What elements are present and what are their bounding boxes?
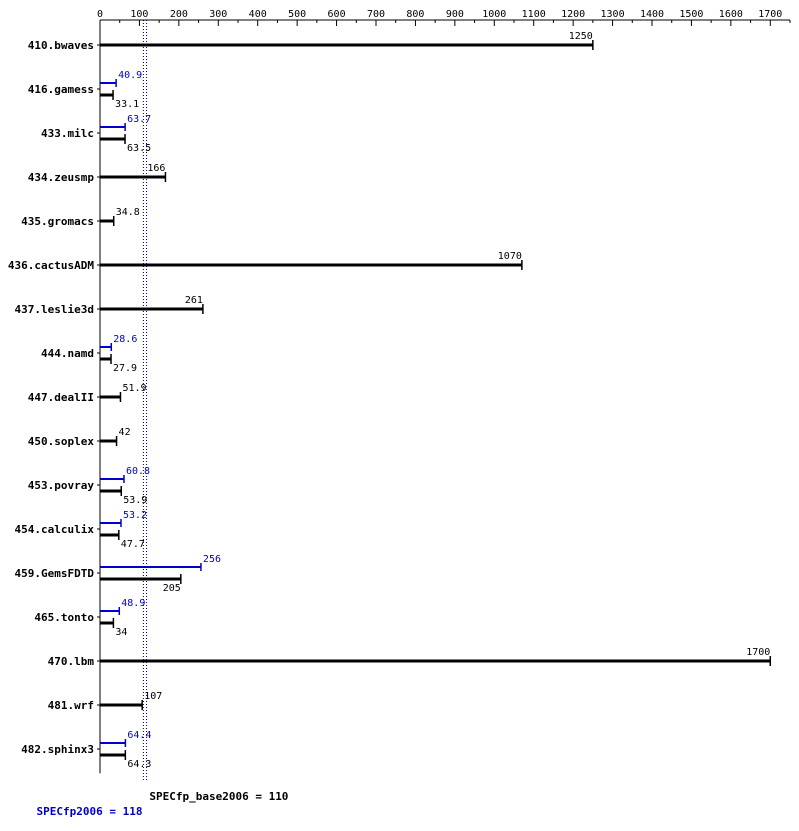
bench-label: 447.dealII [28,391,94,404]
base-value-label: 34 [115,627,127,638]
base-value-label: 1250 [569,31,593,42]
x-tick-label: 1500 [679,9,703,20]
base-value-label: 53.9 [123,495,147,506]
base-value-label: 261 [185,295,203,306]
bench-label: 436.cactusADM [8,259,94,272]
bench-label: 470.lbm [48,655,95,668]
x-tick-label: 100 [130,9,148,20]
base-value-label: 63.5 [127,143,151,154]
peak-value-label: 53.2 [123,510,147,521]
bench-label: 435.gromacs [21,215,94,228]
peak-value-label: 40.9 [118,70,142,81]
bench-label: 465.tonto [34,611,94,624]
bench-label: 433.milc [41,127,94,140]
x-tick-label: 1600 [719,9,743,20]
x-tick-label: 800 [406,9,424,20]
bench-label: 454.calculix [15,523,95,536]
base-value-label: 107 [144,691,162,702]
base-value-label: 34.8 [116,207,140,218]
bench-label: 459.GemsFDTD [15,567,95,580]
base-value-label: 64.3 [127,759,151,770]
bench-label: 410.bwaves [28,39,94,52]
peak-value-label: 28.6 [113,334,137,345]
x-tick-label: 1400 [640,9,664,20]
x-tick-label: 1100 [522,9,546,20]
base-value-label: 42 [119,427,131,438]
bench-label: 416.gamess [28,83,94,96]
ref-label-base: SPECfp_base2006 = 110 [149,790,288,803]
x-tick-label: 1200 [561,9,585,20]
peak-value-label: 48.9 [121,598,145,609]
base-value-label: 1700 [746,647,770,658]
peak-value-label: 64.4 [127,730,151,741]
spec-chart: 0 100 200 300 400 500 600 700 800 900 1000 1100 1200… [0,0,799,831]
ref-label-peak: SPECfp2006 = 118 [37,805,143,818]
base-value-label: 33.1 [115,99,139,110]
x-tick-label: 1300 [601,9,625,20]
bench-label: 450.soplex [28,435,95,448]
bench-label: 482.sphinx3 [21,743,94,756]
x-tick-label: 700 [367,9,385,20]
bench-label: 437.leslie3d [15,303,94,316]
base-value-label: 1070 [498,251,522,262]
x-tick-label: 200 [170,9,188,20]
bench-label: 453.povray [28,479,95,492]
bench-label: 444.namd [41,347,94,360]
base-value-label: 205 [163,583,181,594]
x-tick-label: 500 [288,9,306,20]
base-value-label: 166 [147,163,165,174]
x-tick-label: 400 [249,9,267,20]
x-tick-label: 0 [97,9,103,20]
peak-value-label: 63.7 [127,114,151,125]
base-value-label: 47.7 [121,539,145,550]
x-tick-label: 1700 [758,9,782,20]
bench-label: 434.zeusmp [28,171,95,184]
x-tick-label: 300 [209,9,227,20]
x-tick-label: 600 [328,9,346,20]
base-value-label: 51.9 [122,383,146,394]
peak-value-label: 60.8 [126,466,150,477]
x-tick-label: 900 [446,9,464,20]
peak-value-label: 256 [203,554,221,565]
bench-label: 481.wrf [48,699,94,712]
x-tick-label: 1000 [482,9,506,20]
base-value-label: 27.9 [113,363,137,374]
